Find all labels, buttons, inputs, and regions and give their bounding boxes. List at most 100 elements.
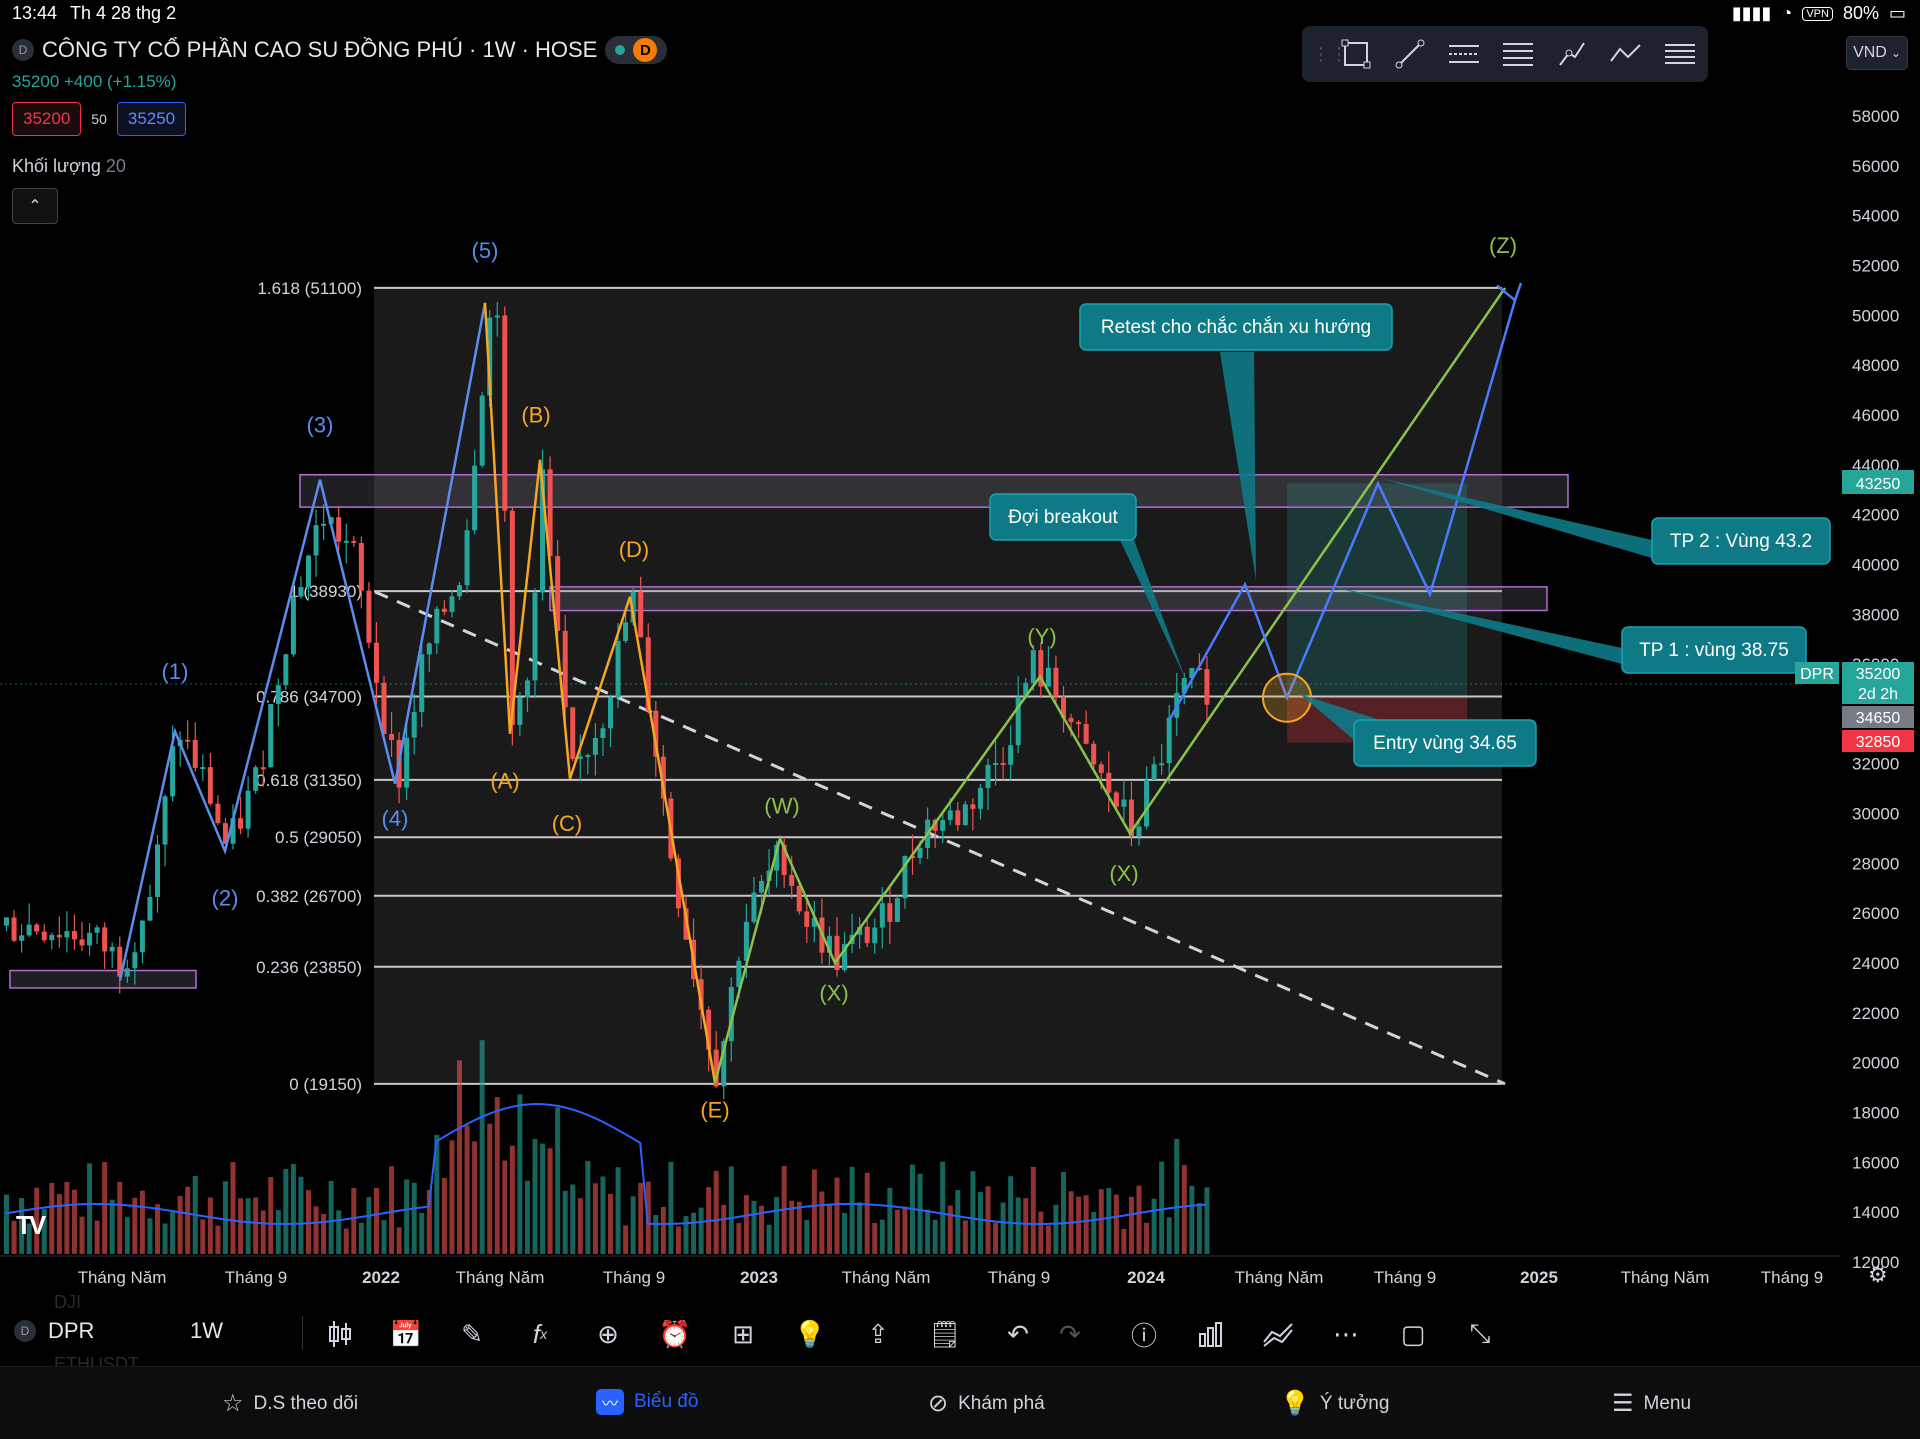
- more-icon[interactable]: ⋯: [1333, 1318, 1359, 1349]
- candle-body: [630, 591, 636, 623]
- replay-icon[interactable]: 📅: [389, 1318, 423, 1349]
- volume-bar: [328, 1180, 334, 1254]
- share-icon[interactable]: ⇪: [867, 1318, 889, 1349]
- gear-icon[interactable]: ⚙: [1868, 1262, 1888, 1287]
- star-icon: ☆: [222, 1390, 244, 1417]
- info-icon[interactable]: ⓘ: [1130, 1320, 1157, 1351]
- volume-bar: [1015, 1197, 1021, 1254]
- volume-bar: [608, 1193, 613, 1254]
- nav-explore[interactable]: ⊘ Khám phá: [928, 1389, 1045, 1418]
- wave-label: (4): [382, 806, 409, 831]
- callout-text: TP 1 : vùng 38.75: [1639, 640, 1789, 661]
- x-tick-label: Tháng Năm: [1235, 1268, 1324, 1287]
- spread-value: 50: [91, 111, 107, 127]
- candle-body: [457, 585, 462, 597]
- callout-tail: [1330, 586, 1622, 664]
- grid-icon[interactable]: ⊞: [732, 1318, 754, 1349]
- symbol-header[interactable]: D CÔNG TY CỔ PHẦN CAO SU ĐỒNG PHÚ · 1W ·…: [12, 36, 668, 64]
- volume-bar: [170, 1212, 176, 1254]
- volume-bar: [675, 1226, 681, 1254]
- volume-bar: [222, 1181, 228, 1254]
- volume-bar: [185, 1186, 191, 1254]
- volume-bar: [766, 1224, 772, 1254]
- volume-bar: [1076, 1196, 1082, 1254]
- parallel-channel-icon[interactable]: [1440, 34, 1488, 74]
- volume-indicator-legend[interactable]: Khối lượng 20: [12, 156, 126, 177]
- y-tick-label: 48000: [1852, 356, 1899, 375]
- volume-bar: [970, 1171, 976, 1254]
- menu-lines-icon[interactable]: [1656, 34, 1704, 74]
- volume-bar: [1113, 1194, 1119, 1254]
- candles-icon[interactable]: [320, 1316, 360, 1352]
- volume-bar: [207, 1197, 213, 1254]
- rectangle-icon[interactable]: [1332, 34, 1380, 74]
- ghost-symbol-top: DJI: [54, 1292, 81, 1312]
- bulb-icon[interactable]: 💡: [793, 1318, 827, 1349]
- add-icon[interactable]: ⊕: [597, 1318, 619, 1349]
- volume-bar: [494, 1097, 500, 1254]
- y-tick-label: 42000: [1852, 506, 1899, 525]
- volume-bar: [532, 1139, 538, 1254]
- volume-bar: [147, 1218, 153, 1254]
- buy-button[interactable]: 35250: [116, 102, 187, 136]
- candle-body: [336, 517, 342, 542]
- trend-line-icon[interactable]: [1386, 34, 1434, 74]
- candle-body: [215, 803, 221, 824]
- y-tick-label: 24000: [1852, 954, 1899, 973]
- volume-bar: [1053, 1204, 1059, 1254]
- nav-watchlist[interactable]: ☆ D.S theo dõi: [222, 1389, 358, 1418]
- y-tick-label: 56000: [1852, 157, 1899, 176]
- undo-icon[interactable]: ↶: [1007, 1318, 1029, 1349]
- nav-ideas[interactable]: 💡 Ý tưởng: [1280, 1389, 1389, 1418]
- y-tick-label: 28000: [1852, 854, 1899, 873]
- redo-icon[interactable]: ↷: [1059, 1318, 1081, 1349]
- compare-icon[interactable]: [1258, 1316, 1298, 1352]
- market-status-pill[interactable]: D: [605, 36, 668, 64]
- sell-button[interactable]: 35200: [12, 102, 82, 136]
- volume-bar: [419, 1212, 425, 1254]
- volume-bar: [517, 1094, 523, 1254]
- candle-body: [887, 903, 893, 922]
- volume-bar: [796, 1201, 802, 1254]
- price-label-text: 34650: [1856, 710, 1901, 727]
- path-icon[interactable]: [1548, 34, 1596, 74]
- polyline-icon[interactable]: [1602, 34, 1650, 74]
- projected-path: [1168, 300, 1517, 720]
- currency-select[interactable]: VND ⌄: [1846, 36, 1908, 70]
- volume-bar: [336, 1210, 342, 1254]
- symbol-search-button[interactable]: D DPR: [14, 1318, 94, 1344]
- volume-bar: [1181, 1165, 1187, 1254]
- note-icon[interactable]: 🗒: [928, 1318, 962, 1349]
- candle-body: [698, 979, 704, 1010]
- nav-chart[interactable]: 〰 Biểu đồ: [596, 1389, 698, 1415]
- candle-body: [910, 855, 915, 858]
- bars-icon[interactable]: [1191, 1316, 1231, 1352]
- price-chart[interactable]: 12000 14000 16000 18000 20000 22000 24000 26000…: [0, 0, 1920, 1300]
- candle-body: [49, 934, 55, 941]
- collapse-legend-button[interactable]: ⌃: [12, 188, 58, 224]
- candle-body: [502, 315, 508, 511]
- candle-body: [706, 1009, 712, 1050]
- alarm-icon[interactable]: ⏰: [658, 1318, 692, 1349]
- volume-bar: [215, 1225, 221, 1254]
- candle-body: [721, 1041, 727, 1087]
- expand-icon[interactable]: ⤡: [1469, 1318, 1491, 1348]
- candle-body: [245, 790, 251, 829]
- volume-bar: [1098, 1189, 1104, 1254]
- candle-body: [517, 697, 523, 725]
- volume-bar: [343, 1228, 349, 1254]
- nav-menu[interactable]: ☰ Menu: [1612, 1389, 1691, 1418]
- candle-body: [743, 921, 749, 961]
- brush-icon[interactable]: ✎: [461, 1318, 483, 1349]
- candle-body: [389, 734, 395, 740]
- fullscreen-square-icon[interactable]: ▢: [1400, 1318, 1426, 1349]
- volume-bar: [306, 1190, 311, 1254]
- candle-body: [1015, 696, 1021, 746]
- interval-button[interactable]: 1W: [190, 1318, 223, 1343]
- drag-handle-icon[interactable]: ⋮⋮: [1312, 43, 1348, 64]
- fib-retracement-icon[interactable]: [1494, 34, 1542, 74]
- price-label-bg: [1842, 662, 1914, 684]
- nav-chart-label: Biểu đồ: [634, 1391, 699, 1412]
- symbol-title[interactable]: CÔNG TY CỔ PHẦN CAO SU ĐỒNG PHÚ · 1W · H…: [42, 37, 598, 62]
